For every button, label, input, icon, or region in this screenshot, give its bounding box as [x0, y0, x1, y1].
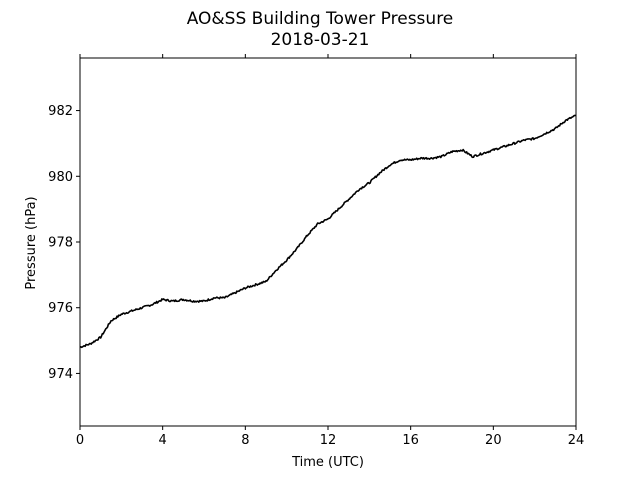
x-tick-label: 16 — [402, 433, 419, 448]
x-tick-label: 20 — [485, 433, 502, 448]
plot-data — [79, 114, 577, 349]
plot-frame — [79, 57, 577, 427]
x-tick-label: 24 — [568, 433, 585, 448]
x-tick-label: 12 — [320, 433, 337, 448]
x-tick-label: 8 — [241, 433, 249, 448]
y-tick-label: 976 — [48, 301, 73, 316]
x-tick-label: 4 — [159, 433, 167, 448]
chart-title: AO&SS Building Tower Pressure — [187, 9, 454, 29]
y-tick-label: 978 — [48, 236, 73, 251]
pressure-series-line — [79, 114, 577, 349]
y-axis-label: Pressure (hPa) — [24, 196, 39, 289]
chart-subtitle: 2018-03-21 — [271, 30, 370, 50]
x-tick-label: 0 — [76, 433, 84, 448]
y-tick-label: 982 — [48, 104, 73, 119]
axis-ticks: 0 4 8 12 16 20 24 974 976 978 980 982 — [48, 54, 584, 448]
y-tick-label: 980 — [48, 170, 73, 185]
y-tick-label: 974 — [48, 367, 73, 382]
x-axis-label: Time (UTC) — [291, 455, 364, 470]
